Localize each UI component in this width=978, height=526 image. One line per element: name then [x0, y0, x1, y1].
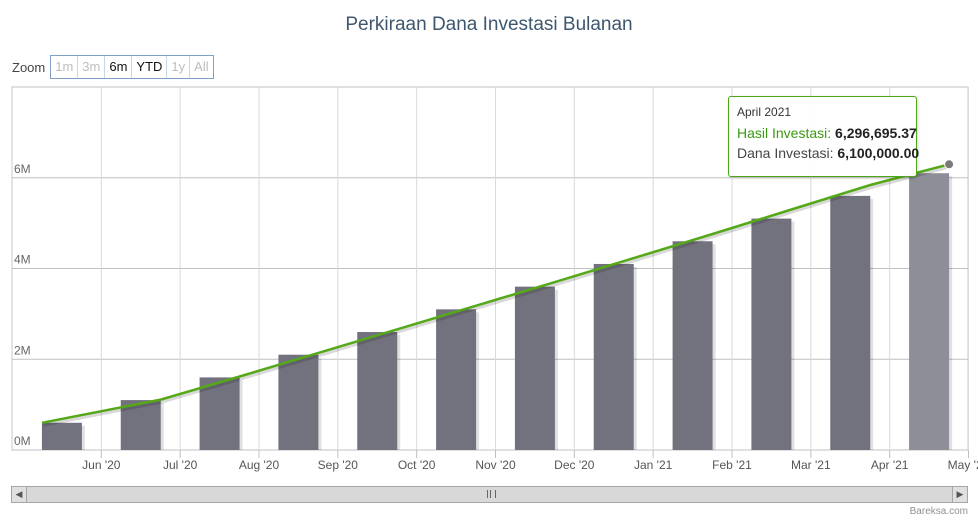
bar [199, 377, 240, 450]
bar [120, 400, 161, 450]
y-tick-label: 4M [14, 253, 31, 267]
scroll-right-arrow-icon[interactable]: ▶ [952, 487, 967, 502]
credit-text: Bareksa.com [909, 506, 968, 517]
bar [41, 422, 82, 450]
chart-tooltip: April 2021 Hasil Investasi: 6,296,695.37… [728, 96, 920, 177]
tooltip-dana-label: Dana Investasi: [737, 145, 838, 161]
line-shadow [42, 164, 951, 427]
chart-grid [11, 86, 969, 451]
zoom-control: Zoom 1m 3m 6m YTD 1y All [12, 55, 214, 79]
series-line [41, 163, 950, 425]
x-tick-label: Dec '20 [554, 458, 595, 472]
hover-marker [944, 159, 955, 170]
zoom-ytd-button[interactable]: YTD [132, 56, 168, 78]
line-series [41, 159, 955, 427]
tooltip-row-dana: Dana Investasi: 6,100,000.00 [737, 143, 920, 163]
zoom-6m-button[interactable]: 6m [105, 56, 133, 78]
tooltip-hasil-label: Hasil Investasi: [737, 125, 836, 141]
zoom-1y-button[interactable]: 1y [167, 56, 191, 78]
x-tick-label: Nov '20 [475, 458, 516, 472]
y-tick-label: 0M [14, 434, 31, 448]
y-axis: 0M 2M 4M 6M [14, 162, 31, 448]
y-tick-label: 2M [14, 343, 31, 357]
x-tick-label: Oct '20 [398, 458, 436, 472]
bar [514, 286, 555, 450]
x-axis: Jun '20 Jul '20 Aug '20 Sep '20 Oct '20 Nov '… [82, 450, 978, 472]
x-tick-label: Jun '20 [82, 458, 121, 472]
zoom-1m-button[interactable]: 1m [51, 56, 79, 78]
bar [278, 354, 319, 450]
tooltip-row-hasil: Hasil Investasi: 6,296,695.37 [737, 123, 917, 143]
scrollbar-thumb[interactable] [27, 487, 952, 502]
x-tick-label: Apr '21 [871, 458, 909, 472]
bar [909, 173, 950, 450]
bar [357, 332, 398, 450]
bar-series [41, 173, 953, 450]
x-tick-label: Sep '20 [318, 458, 359, 472]
zoom-button-group: 1m 3m 6m YTD 1y All [50, 55, 214, 79]
scroll-left-arrow-icon[interactable]: ◀ [12, 487, 27, 502]
zoom-label: Zoom [12, 59, 46, 75]
chart-title: Perkiraan Dana Investasi Bulanan [345, 14, 633, 35]
x-tick-label: Jul '20 [163, 458, 198, 472]
zoom-3m-button[interactable]: 3m [78, 56, 106, 78]
grip-icon [486, 490, 496, 498]
tooltip-hasil-value: 6,296,695.37 [835, 125, 917, 141]
y-tick-label: 6M [14, 162, 31, 176]
x-tick-label: May '21 [948, 458, 978, 472]
bar [593, 263, 634, 450]
x-tick-label: Feb '21 [712, 458, 752, 472]
bar [751, 218, 792, 450]
navigator-scrollbar[interactable]: ◀ ▶ [11, 486, 968, 503]
x-tick-label: Aug '20 [239, 458, 280, 472]
bar [436, 309, 477, 450]
x-tick-label: Jan '21 [634, 458, 673, 472]
bar [672, 241, 713, 450]
tooltip-date: April 2021 [737, 105, 792, 119]
x-tick-label: Mar '21 [791, 458, 831, 472]
bar [830, 195, 871, 450]
zoom-all-button[interactable]: All [194, 59, 209, 74]
tooltip-dana-value: 6,100,000.00 [837, 145, 920, 161]
